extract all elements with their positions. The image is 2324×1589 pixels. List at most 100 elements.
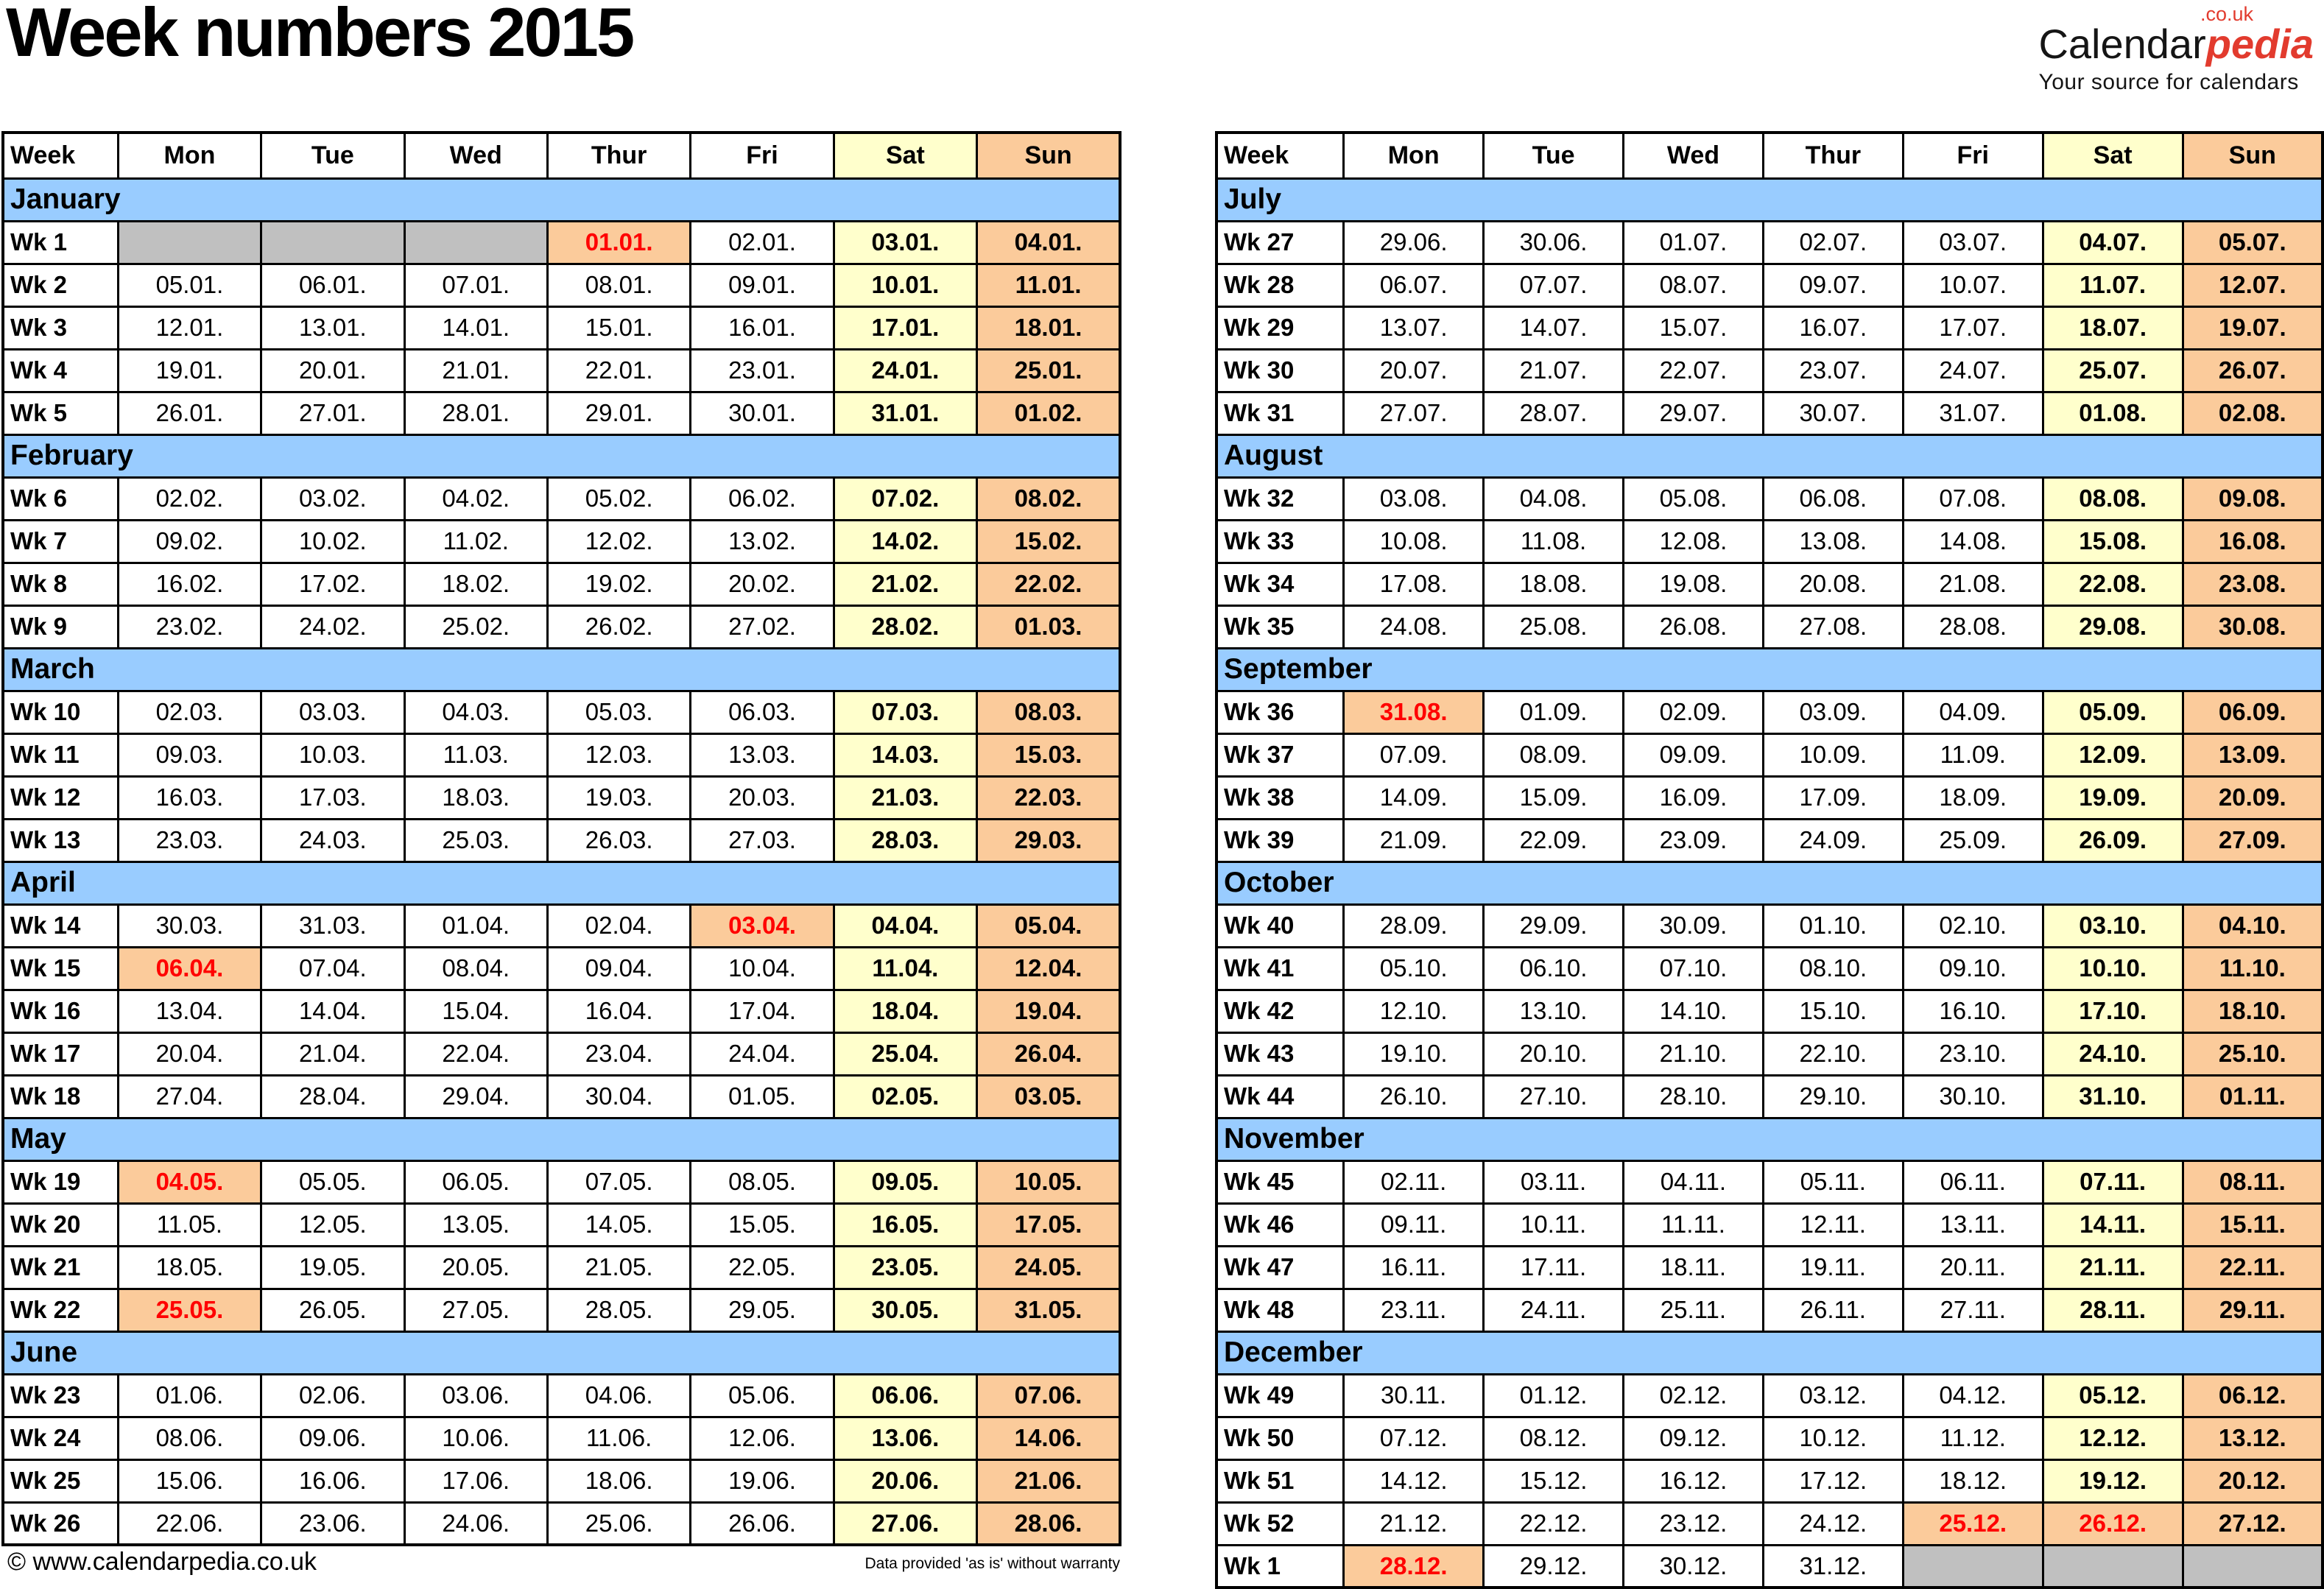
day-cell: 12.12. — [2041, 1415, 2184, 1461]
week-label: Wk 4 — [1, 348, 119, 393]
day-cell: 23.12. — [1622, 1501, 1764, 1546]
day-cell: 05.08. — [1622, 476, 1764, 521]
day-cell: 29.09. — [1482, 903, 1624, 948]
day-cell: 27.02. — [689, 604, 835, 649]
week-row: Wk 9 23.02. 24.02. 25.02. 26.02. 27.02. 28.02.… — [1, 604, 1121, 649]
empty-cell — [2041, 1543, 2184, 1589]
day-cell: 17.10. — [2041, 988, 2184, 1034]
day-cell: 28.06. — [976, 1501, 1121, 1546]
holiday-cell: 25.05. — [116, 1287, 263, 1333]
day-cell: 25.04. — [832, 1031, 979, 1077]
week-label: Wk 20 — [1, 1202, 119, 1247]
day-cell: 22.09. — [1482, 817, 1624, 863]
day-cell: 19.05. — [260, 1244, 406, 1290]
month-row-march: March — [1, 646, 1121, 692]
day-cell: 18.10. — [2181, 988, 2324, 1034]
day-cell: 12.05. — [260, 1202, 406, 1247]
day-cell: 07.11. — [2041, 1159, 2184, 1205]
day-cell: 13.08. — [1761, 518, 1904, 564]
day-cell: 26.09. — [2041, 817, 2184, 863]
day-cell: 10.03. — [260, 732, 406, 778]
day-cell: 05.07. — [2181, 219, 2324, 265]
day-cell: 16.11. — [1342, 1244, 1485, 1290]
footer-copyright-link[interactable]: © www.calendarpedia.co.uk — [7, 1548, 317, 1576]
week-label: Wk 31 — [1215, 390, 1345, 436]
day-cell: 10.06. — [403, 1415, 549, 1461]
day-cell: 26.01. — [116, 390, 263, 436]
week-row: Wk 14 30.03. 31.03. 01.04. 02.04. 03.04. 04.04… — [1, 903, 1121, 948]
week-row: Wk 50 07.12. 08.12. 09.12. 10.12. 11.12. 12.12… — [1215, 1415, 2324, 1461]
day-cell: 24.05. — [976, 1244, 1121, 1290]
week-row: Wk 25 15.06. 16.06. 17.06. 18.06. 19.06. 20.06… — [1, 1458, 1121, 1504]
week-row: Wk 23 01.06. 02.06. 03.06. 04.06. 05.06. 06.06… — [1, 1373, 1121, 1418]
day-cell: 03.03. — [260, 689, 406, 735]
day-cell: 05.06. — [689, 1373, 835, 1418]
day-cell: 28.03. — [832, 817, 979, 863]
column-header-fri: Fri — [1901, 131, 2044, 180]
week-row: Wk 47 16.11. 17.11. 18.11. 19.11. 20.11. 21.11… — [1215, 1244, 2324, 1290]
day-cell: 09.08. — [2181, 476, 2324, 521]
day-cell: 16.05. — [832, 1202, 979, 1247]
day-cell: 08.08. — [2041, 476, 2184, 521]
week-row: Wk 40 28.09. 29.09. 30.09. 01.10. 02.10. 03.10… — [1215, 903, 2324, 948]
day-cell: 29.05. — [689, 1287, 835, 1333]
day-cell: 08.04. — [403, 945, 549, 991]
month-row-december: December — [1215, 1330, 2324, 1375]
column-header-thur: Thur — [1761, 131, 1904, 180]
day-cell: 02.11. — [1342, 1159, 1485, 1205]
day-cell: 23.04. — [546, 1031, 692, 1077]
day-cell: 21.09. — [1342, 817, 1485, 863]
day-cell: 27.11. — [1901, 1287, 2044, 1333]
day-cell: 14.12. — [1342, 1458, 1485, 1504]
day-cell: 07.04. — [260, 945, 406, 991]
day-cell: 11.08. — [1482, 518, 1624, 564]
week-row: Wk 43 19.10. 20.10. 21.10. 22.10. 23.10. 24.10… — [1215, 1031, 2324, 1077]
day-cell: 23.02. — [116, 604, 263, 649]
day-cell: 11.02. — [403, 518, 549, 564]
week-row: Wk 22 25.05. 26.05. 27.05. 28.05. 29.05. 30.05… — [1, 1287, 1121, 1333]
day-cell: 19.06. — [689, 1458, 835, 1504]
week-row: Wk 52 21.12. 22.12. 23.12. 24.12. 25.12. 26.12… — [1215, 1501, 2324, 1546]
calendarpedia-logo[interactable]: .co.uk Calendarpedia Your source for cal… — [2038, 4, 2314, 95]
day-cell: 30.05. — [832, 1287, 979, 1333]
day-cell: 16.04. — [546, 988, 692, 1034]
day-cell: 18.07. — [2041, 305, 2184, 350]
week-label: Wk 25 — [1, 1458, 119, 1504]
day-cell: 28.05. — [546, 1287, 692, 1333]
day-cell: 06.11. — [1901, 1159, 2044, 1205]
week-label: Wk 40 — [1215, 903, 1345, 948]
week-label: Wk 11 — [1, 732, 119, 778]
week-row: Wk 31 27.07. 28.07. 29.07. 30.07. 31.07. 01.08… — [1215, 390, 2324, 436]
week-label: Wk 23 — [1, 1373, 119, 1418]
day-cell: 23.07. — [1761, 348, 1904, 393]
week-label: Wk 24 — [1, 1415, 119, 1461]
day-cell: 12.02. — [546, 518, 692, 564]
day-cell: 30.03. — [116, 903, 263, 948]
month-row-july: July — [1215, 177, 2324, 222]
day-cell: 03.12. — [1761, 1373, 1904, 1418]
column-header-sat: Sat — [832, 131, 979, 180]
day-cell: 21.07. — [1482, 348, 1624, 393]
day-cell: 29.10. — [1761, 1074, 1904, 1119]
week-label: Wk 22 — [1, 1287, 119, 1333]
day-cell: 18.06. — [546, 1458, 692, 1504]
day-cell: 16.02. — [116, 561, 263, 607]
week-row: Wk 45 02.11. 03.11. 04.11. 05.11. 06.11. 07.11… — [1215, 1159, 2324, 1205]
day-cell: 01.04. — [403, 903, 549, 948]
day-cell: 14.01. — [403, 305, 549, 350]
day-cell: 01.03. — [976, 604, 1121, 649]
week-label: Wk 2 — [1, 262, 119, 308]
week-label: Wk 44 — [1215, 1074, 1345, 1119]
month-row-april: April — [1, 860, 1121, 906]
day-cell: 14.02. — [832, 518, 979, 564]
day-cell: 14.05. — [546, 1202, 692, 1247]
day-cell: 30.01. — [689, 390, 835, 436]
day-cell: 30.09. — [1622, 903, 1764, 948]
day-cell: 24.06. — [403, 1501, 549, 1546]
empty-cell — [260, 219, 406, 265]
week-label: Wk 14 — [1, 903, 119, 948]
day-cell: 31.01. — [832, 390, 979, 436]
day-cell: 14.10. — [1622, 988, 1764, 1034]
day-cell: 12.10. — [1342, 988, 1485, 1034]
day-cell: 03.05. — [976, 1074, 1121, 1119]
